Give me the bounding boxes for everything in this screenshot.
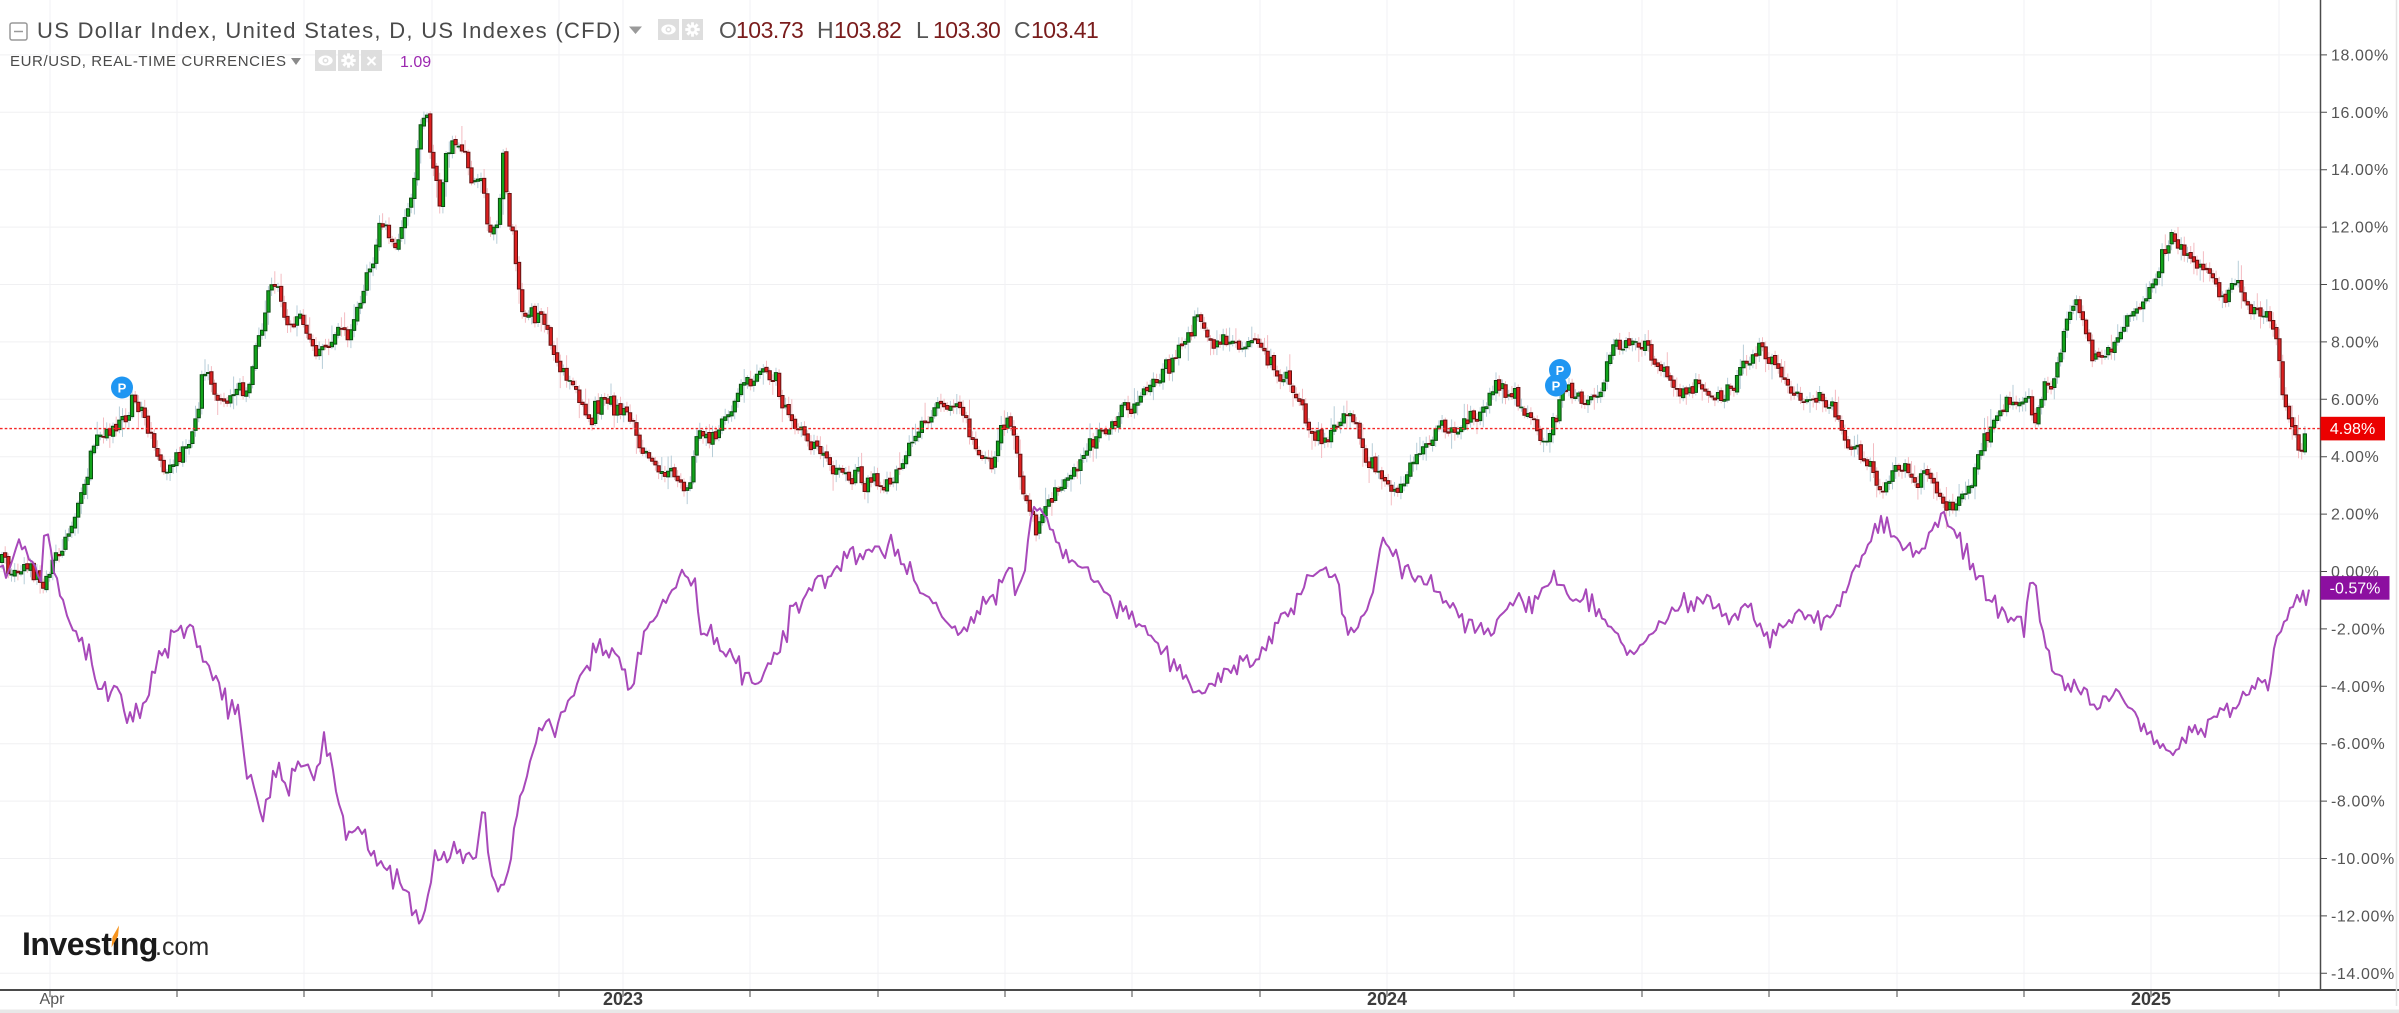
- svg-text:L: L: [916, 17, 929, 43]
- svg-text:P: P: [118, 381, 127, 396]
- svg-text:4.98%: 4.98%: [2330, 421, 2375, 438]
- svg-text:2023: 2023: [603, 989, 643, 1009]
- svg-text:18.00%: 18.00%: [2331, 47, 2389, 64]
- svg-text:US Dollar Index, United States: US Dollar Index, United States, D, US In…: [37, 18, 622, 43]
- svg-text:Investıng: Investıng: [22, 926, 158, 962]
- svg-text:C: C: [1014, 17, 1030, 43]
- svg-text:10.00%: 10.00%: [2331, 277, 2389, 294]
- svg-text:103.30: 103.30: [933, 17, 1000, 43]
- svg-text:EUR/USD, REAL-TIME CURRENCIES: EUR/USD, REAL-TIME CURRENCIES: [10, 53, 287, 70]
- svg-text:4.00%: 4.00%: [2331, 449, 2379, 466]
- svg-text:1.09: 1.09: [400, 54, 431, 71]
- svg-text:14.00%: 14.00%: [2331, 162, 2389, 179]
- svg-text:2025: 2025: [2131, 989, 2171, 1009]
- svg-text:2024: 2024: [1367, 989, 1407, 1009]
- svg-text:103.73: 103.73: [736, 17, 803, 43]
- svg-text:-12.00%: -12.00%: [2331, 908, 2395, 925]
- svg-text:O: O: [719, 17, 736, 43]
- svg-text:-0.57%: -0.57%: [2330, 580, 2381, 597]
- svg-text:12.00%: 12.00%: [2331, 220, 2389, 237]
- svg-text:H: H: [817, 17, 833, 43]
- svg-text:Apr: Apr: [40, 991, 66, 1008]
- svg-text:8.00%: 8.00%: [2331, 334, 2379, 351]
- svg-text:6.00%: 6.00%: [2331, 392, 2379, 409]
- svg-text:-8.00%: -8.00%: [2331, 794, 2385, 811]
- svg-text:103.41: 103.41: [1031, 17, 1098, 43]
- svg-text:-2.00%: -2.00%: [2331, 621, 2385, 638]
- svg-text:P: P: [1556, 363, 1565, 378]
- svg-text:16.00%: 16.00%: [2331, 105, 2389, 122]
- svg-text:103.82: 103.82: [834, 17, 901, 43]
- svg-text:-6.00%: -6.00%: [2331, 736, 2385, 753]
- svg-text:-10.00%: -10.00%: [2331, 851, 2395, 868]
- svg-text:.com: .com: [155, 933, 209, 961]
- svg-text:-14.00%: -14.00%: [2331, 966, 2395, 983]
- svg-text:P: P: [1552, 379, 1561, 394]
- svg-text:-4.00%: -4.00%: [2331, 679, 2385, 696]
- svg-text:2.00%: 2.00%: [2331, 507, 2379, 524]
